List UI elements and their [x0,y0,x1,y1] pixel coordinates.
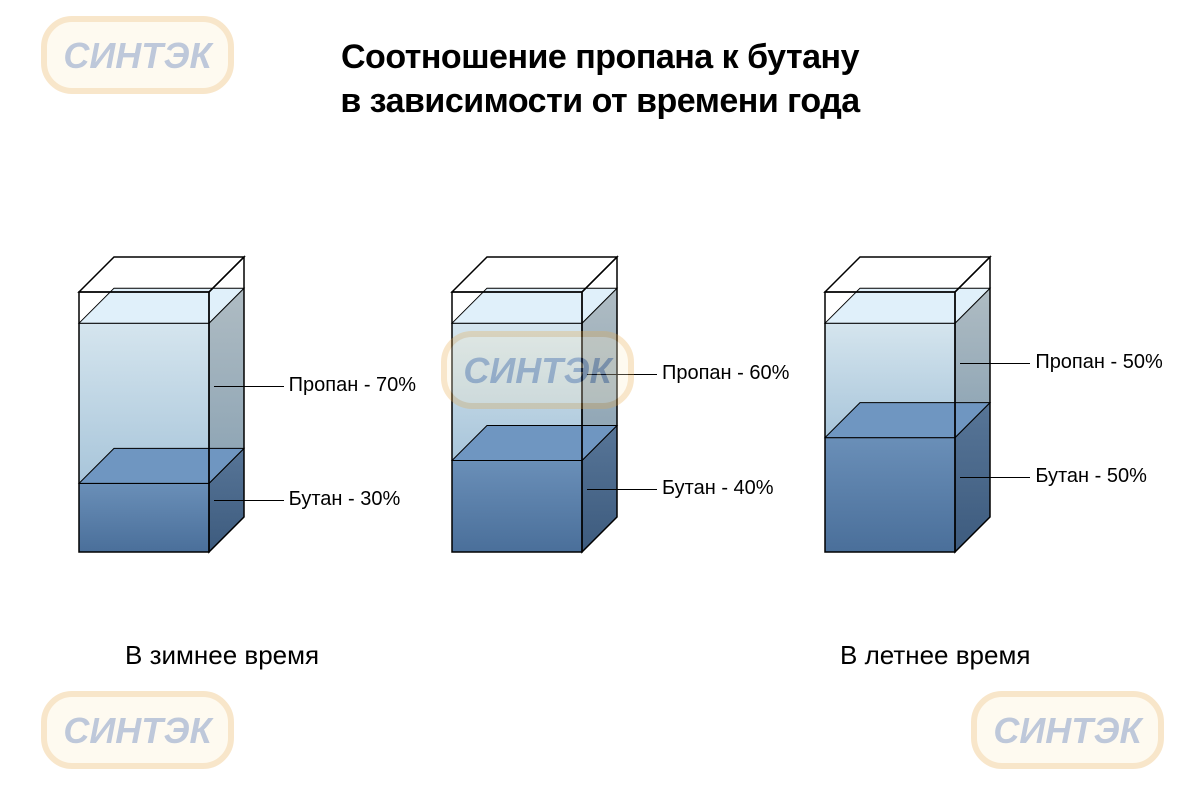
svg-text:СИНТЭК: СИНТЭК [63,710,214,751]
tank-group: Пропан - 50%Бутан - 50% [803,255,1143,585]
label-leader-line [960,363,1030,364]
tank-group: Пропан - 70%Бутан - 30% [57,255,397,585]
label-leader-line [587,489,657,490]
butane-label: Бутан - 40% [662,477,774,500]
propane-label: Пропан - 60% [662,362,789,385]
label-leader-line [214,500,284,501]
tanks-row: Пропан - 70%Бутан - 30% Пропан - 60%Бута… [0,255,1200,585]
watermark-logo: СИНТЭК [40,690,235,770]
label-leader-line [587,374,657,375]
propane-label: Пропан - 50% [1035,351,1162,374]
svg-text:СИНТЭК: СИНТЭК [993,710,1144,751]
caption-summer: В летнее время [840,640,1030,671]
page-title: Соотношение пропана к бутану в зависимос… [340,35,859,123]
title-line-1: Соотношение пропана к бутану [341,38,859,76]
label-leader-line [214,386,284,387]
title-line-2: в зависимости от времени года [340,82,859,120]
butane-label: Бутан - 30% [289,488,401,511]
tank-3d [77,255,246,559]
tank-group: Пропан - 60%Бутан - 40% [430,255,770,585]
watermark-logo: СИНТЭК [970,690,1165,770]
tank-3d [450,255,619,559]
label-leader-line [960,477,1030,478]
watermark-logo: СИНТЭК [40,15,235,95]
butane-label: Бутан - 50% [1035,465,1147,488]
propane-label: Пропан - 70% [289,374,416,397]
svg-text:СИНТЭК: СИНТЭК [63,35,214,76]
caption-winter: В зимнее время [125,640,319,671]
tank-3d [823,255,992,559]
